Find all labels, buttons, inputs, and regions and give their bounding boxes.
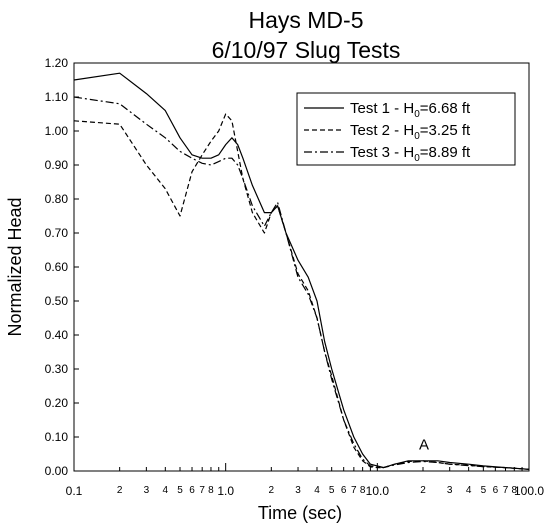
y-axis: 0.00 0.10 0.20 0.30 0.40 0.50 0.60 0.70 0.80 0.90… [45,56,79,478]
y-tick-label: 0.50 [45,294,69,308]
annotations: A [419,437,429,454]
legend-label-test-2: Test 2 - H0=3.25 ft [350,122,471,142]
series-line-test-1 [73,72,530,470]
x-minor-tick-label: 7 [503,485,509,496]
y-tick-label: 0.70 [45,226,69,240]
x-minor-tick-label: 2 [269,485,275,496]
x-minor-tick-label: 4 [466,485,472,496]
x-minor-tick-label: 7 [351,485,357,496]
x-minor-tick-label: 6 [493,485,499,496]
x-minor-tick-label: 2 [420,485,426,496]
y-tick-label: 0.30 [45,362,69,376]
x-minor-tick-label: 5 [177,485,183,496]
series-layer [73,72,530,470]
x-axis-label: Time (sec) [258,503,342,523]
x-minor-tick-label: 4 [163,485,169,496]
legend-label-test-3: Test 3 - H0=8.89 ft [350,144,471,164]
x-minor-tick-label: 5 [481,485,487,496]
legend-label-test-1: Test 1 - H0=6.68 ft [350,100,471,120]
y-tick-label: 0.00 [45,464,69,478]
x-minor-tick-label: 8 [208,485,214,496]
x-minor-tick-label: 4 [314,485,320,496]
y-tick-label: 1.20 [45,56,69,70]
x-minor-tick-label: 3 [144,485,150,496]
x-minor-tick-label: 8 [360,485,366,496]
chart-title: Hays MD-5 [248,7,364,33]
y-tick-label: 0.40 [45,328,69,342]
y-tick-label: 0.20 [45,396,69,410]
x-minor-tick-label: 6 [189,485,195,496]
y-axis-label: Normalized Head [5,197,25,336]
x-minor-tick-label: 3 [447,485,453,496]
y-tick-label: 1.00 [45,124,69,138]
x-minor-tick-label: 2 [117,485,123,496]
x-minor-tick-label: 3 [295,485,301,496]
y-tick-label: 0.60 [45,260,69,274]
x-minor-tick-label: 5 [329,485,335,496]
x-minor-tick-label: 7 [199,485,205,496]
annotation-label: A [419,437,429,454]
x-minor-tick-label: 8 [512,485,518,496]
series-line-test-2 [73,113,530,470]
series-line-test-3 [73,96,530,470]
x-major-tick-label: 0.1 [66,484,83,498]
y-tick-label: 1.10 [45,90,69,104]
x-minor-tick-label: 6 [341,485,347,496]
x-major-tick-label: 1.0 [217,484,234,498]
y-tick-label: 0.80 [45,192,69,206]
x-major-tick-label: 10.0 [366,484,390,498]
y-tick-label: 0.10 [45,430,69,444]
legend-box [296,92,516,166]
x-major-tick-label: 100.0 [514,484,544,498]
y-tick-label: 0.90 [45,158,69,172]
chart-subtitle: 6/10/97 Slug Tests [211,37,401,63]
x-axis: 0.1 1.0 10.0 100.02 3 4 5 6 7 8 2 3 4 5 6 7 8 2 3 4 5 6 7 8 [66,463,544,498]
